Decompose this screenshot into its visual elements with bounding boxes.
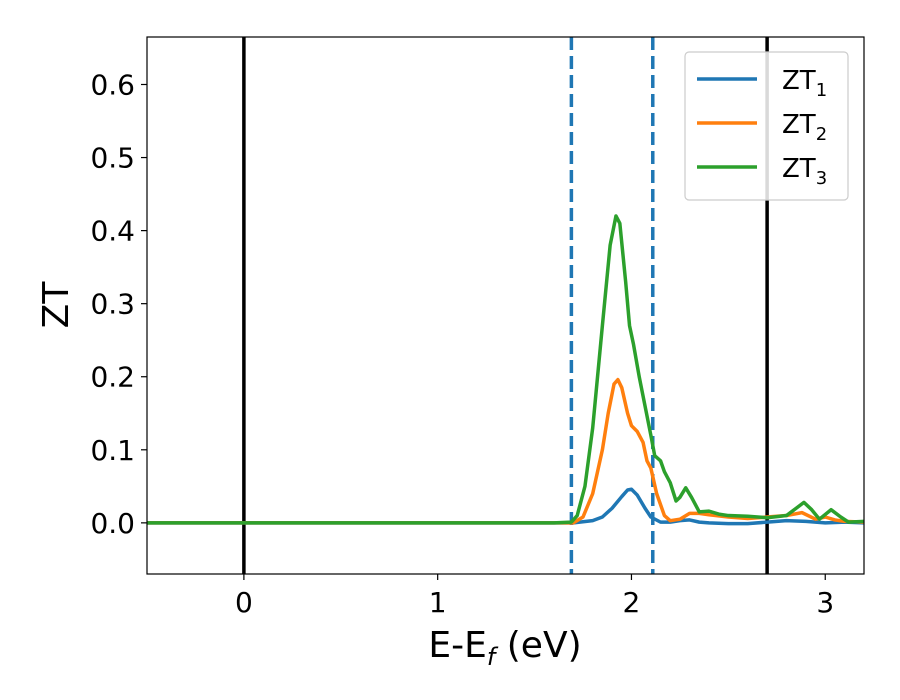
legend-label-zt2: ZT2 <box>782 110 827 145</box>
legend-label-zt1: ZT1 <box>782 66 827 101</box>
legend-box <box>684 51 849 201</box>
y-tick-label: 0.5 <box>90 142 135 175</box>
y-tick-label: 0.2 <box>90 361 135 394</box>
x-axis-title: E-Ef (eV) <box>428 625 581 671</box>
y-tick-label: 0.3 <box>90 288 135 321</box>
x-axis: 0 1 2 3 <box>235 574 834 619</box>
legend-label-zt3: ZT3 <box>782 154 827 189</box>
y-tick-label: 0.6 <box>90 68 135 101</box>
legend: ZT1 ZT2 ZT3 <box>684 51 849 201</box>
y-axis-title: ZT <box>36 281 77 329</box>
y-tick-label: 0.4 <box>90 215 135 248</box>
x-tick-label: 2 <box>623 586 641 619</box>
series-line-zt1 <box>147 487 864 526</box>
y-tick-label: 0.0 <box>90 507 135 540</box>
x-tick-label: 3 <box>816 586 834 619</box>
x-tick-label: 1 <box>429 586 447 619</box>
y-axis: 0.0 0.1 0.2 0.3 0.4 0.5 0.6 <box>90 68 147 540</box>
series-line-zt3 <box>147 214 864 525</box>
y-tick-label: 0.1 <box>90 434 135 467</box>
plot-frame <box>146 36 865 575</box>
x-tick-label: 0 <box>235 586 253 619</box>
series-layer <box>147 214 864 526</box>
series-line-zt2 <box>147 377 864 525</box>
